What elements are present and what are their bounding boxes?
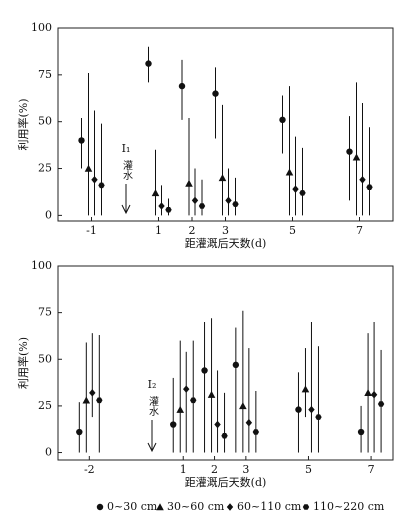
legend-label: 0~30 cm	[107, 500, 158, 513]
y-tick-label: 75	[38, 306, 52, 319]
x-tick-label: 2	[211, 463, 218, 476]
arrow-head	[121, 204, 131, 215]
point	[89, 389, 96, 397]
legend-marker	[302, 504, 310, 510]
x-tick-label: -1	[86, 224, 97, 237]
legend-marker	[96, 503, 104, 511]
point	[178, 82, 186, 90]
point	[221, 432, 228, 439]
point	[357, 428, 365, 436]
point	[285, 168, 294, 176]
point	[78, 137, 85, 144]
point	[225, 196, 232, 205]
y-tick-label: 0	[45, 208, 52, 221]
y-axis-label: 利用率(%)	[16, 98, 30, 150]
plot-frame	[57, 27, 394, 222]
point	[299, 190, 306, 196]
legend-label: 110~220 cm	[313, 500, 385, 513]
point	[183, 385, 190, 393]
point	[232, 201, 239, 207]
y-tick-label: 50	[38, 352, 52, 365]
point	[96, 397, 103, 404]
x-tick-label: 1	[180, 463, 187, 476]
point	[214, 420, 221, 429]
point	[218, 174, 227, 182]
x-tick-label: 3	[222, 224, 229, 237]
y-tick-label: 75	[38, 68, 52, 81]
point	[165, 206, 172, 213]
point	[82, 396, 91, 404]
x-tick-label: 1	[155, 224, 162, 237]
point	[232, 361, 240, 369]
y-tick-label: 0	[45, 446, 52, 459]
y-tick-label: 100	[31, 21, 52, 34]
point	[158, 202, 165, 210]
point	[201, 367, 208, 374]
point	[176, 405, 185, 413]
legend-marker	[156, 503, 164, 511]
y-tick-label: 25	[38, 162, 52, 175]
point	[170, 421, 177, 428]
point	[212, 90, 219, 97]
point	[366, 184, 373, 191]
point	[91, 175, 98, 184]
point	[207, 390, 216, 398]
x-tick-label: 5	[305, 463, 312, 476]
x-tick-label: 7	[368, 463, 375, 476]
annotation-text: 灌水	[121, 160, 133, 180]
x-tick-label: -2	[84, 463, 95, 476]
y-tick-label: 25	[38, 399, 52, 412]
x-tick-label: 2	[189, 224, 196, 237]
point	[346, 148, 353, 155]
point	[308, 405, 315, 414]
annotation: I₂	[148, 378, 157, 391]
point	[252, 429, 260, 435]
point	[76, 428, 83, 436]
point	[370, 390, 378, 399]
point	[239, 402, 247, 410]
x-tick-label: 3	[242, 463, 249, 476]
annotation: I₁	[122, 142, 131, 155]
y-axis-label: 利用率(%)	[16, 337, 30, 389]
point	[185, 179, 193, 187]
point	[190, 397, 197, 404]
point	[191, 196, 199, 205]
legend-marker	[226, 503, 234, 511]
point	[198, 203, 206, 209]
point	[364, 389, 372, 397]
point	[377, 401, 385, 407]
arrow-head	[147, 442, 157, 453]
point	[245, 418, 253, 427]
x-tick-label: 5	[289, 224, 296, 237]
point	[295, 406, 302, 413]
point	[151, 189, 160, 197]
y-tick-label: 100	[31, 259, 52, 272]
x-axis-label: 距灌溉后天数(d)	[185, 476, 267, 489]
legend-label: 60~110 cm	[237, 500, 302, 513]
point	[301, 385, 310, 393]
annotation-text: 灌水	[147, 396, 159, 416]
x-axis-label: 距灌溉后天数(d)	[185, 237, 267, 250]
point	[145, 60, 152, 67]
point	[279, 116, 286, 124]
y-tick-label: 50	[38, 115, 52, 128]
plot-frame	[57, 265, 394, 461]
x-tick-label: 7	[356, 224, 363, 237]
point	[98, 182, 105, 189]
point	[359, 175, 366, 184]
legend-label: 30~60 cm	[167, 500, 225, 513]
point	[352, 153, 361, 161]
point	[84, 164, 93, 172]
point	[315, 414, 322, 420]
point	[292, 185, 299, 193]
